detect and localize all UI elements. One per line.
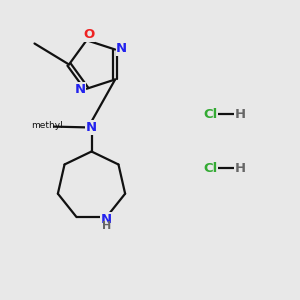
Text: H: H bbox=[234, 107, 246, 121]
Text: N: N bbox=[74, 83, 86, 96]
Text: O: O bbox=[83, 28, 94, 41]
Text: Cl: Cl bbox=[203, 161, 217, 175]
Text: N: N bbox=[101, 213, 112, 226]
Text: H: H bbox=[102, 221, 111, 231]
Text: N: N bbox=[116, 42, 127, 56]
Text: N: N bbox=[86, 121, 97, 134]
Text: H: H bbox=[234, 161, 246, 175]
Text: Cl: Cl bbox=[203, 107, 217, 121]
Text: methyl: methyl bbox=[31, 121, 62, 130]
